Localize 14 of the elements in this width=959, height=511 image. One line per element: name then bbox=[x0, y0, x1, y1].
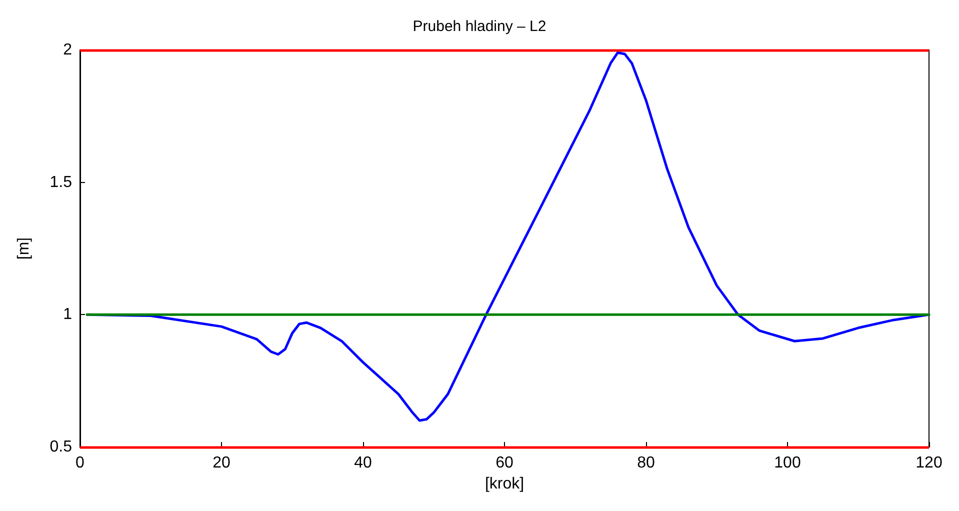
y-tick-label: 1.5 bbox=[50, 174, 72, 191]
y-tick-label: 0.5 bbox=[50, 438, 72, 456]
x-tick-label: 40 bbox=[354, 454, 372, 472]
chart-title: Prubeh hladiny – L2 bbox=[412, 18, 546, 35]
x-tick-label: 100 bbox=[774, 454, 801, 472]
x-tick-label: 0 bbox=[76, 454, 85, 472]
x-tick-label: 80 bbox=[637, 454, 655, 472]
x-tick-label: 60 bbox=[496, 454, 514, 472]
x-axis-title: [krok] bbox=[484, 475, 524, 492]
x-tick-label: 120 bbox=[916, 454, 942, 472]
x-tick-label: 20 bbox=[212, 454, 230, 472]
y-tick-label: 1 bbox=[63, 306, 72, 324]
y-axis-title: [m] bbox=[16, 237, 32, 260]
y-tick-label: 2 bbox=[63, 42, 72, 58]
